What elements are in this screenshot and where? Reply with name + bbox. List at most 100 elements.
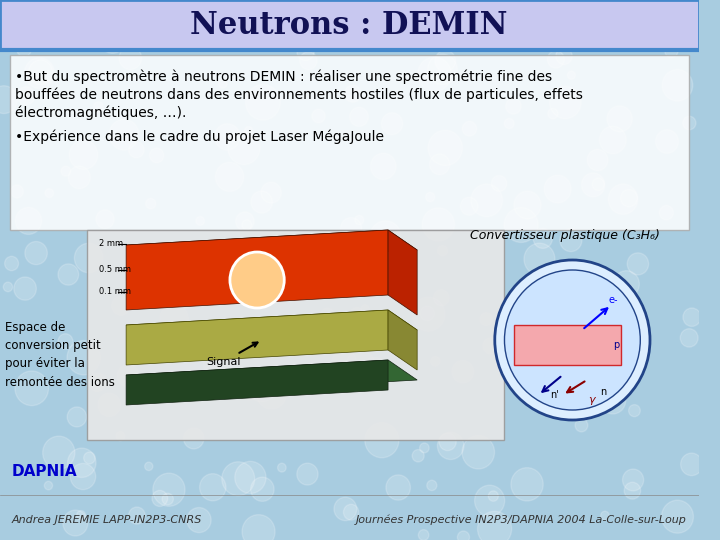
Circle shape (687, 0, 710, 14)
Circle shape (237, 0, 271, 33)
Circle shape (556, 48, 572, 65)
Circle shape (222, 462, 255, 496)
Circle shape (483, 338, 498, 354)
Circle shape (376, 21, 402, 48)
Circle shape (495, 260, 650, 420)
Circle shape (350, 107, 369, 126)
Circle shape (334, 497, 356, 521)
Circle shape (335, 1, 349, 15)
Circle shape (4, 256, 19, 271)
Circle shape (474, 485, 505, 516)
Circle shape (547, 51, 564, 68)
Circle shape (413, 37, 423, 48)
Circle shape (567, 71, 575, 79)
Circle shape (203, 248, 235, 282)
Circle shape (68, 166, 90, 188)
Circle shape (592, 178, 604, 191)
Circle shape (117, 364, 139, 387)
Circle shape (153, 473, 185, 507)
Circle shape (665, 44, 678, 58)
Text: n': n' (551, 390, 559, 400)
Circle shape (582, 173, 605, 197)
Circle shape (660, 205, 673, 220)
Circle shape (251, 191, 272, 213)
Text: n: n (600, 387, 606, 397)
Circle shape (235, 461, 266, 494)
Circle shape (359, 357, 390, 388)
Circle shape (412, 297, 445, 331)
Circle shape (480, 313, 492, 326)
Circle shape (621, 190, 637, 207)
Circle shape (11, 185, 23, 198)
Circle shape (61, 166, 71, 176)
Circle shape (438, 245, 448, 256)
Circle shape (372, 22, 390, 41)
Circle shape (242, 515, 275, 540)
Circle shape (242, 220, 252, 230)
Text: γ: γ (588, 395, 595, 405)
Circle shape (457, 531, 469, 540)
Circle shape (382, 113, 402, 134)
Circle shape (386, 475, 410, 500)
Circle shape (418, 57, 451, 92)
Circle shape (505, 98, 521, 114)
Circle shape (145, 198, 156, 209)
Text: Neutrons : DEMIN: Neutrons : DEMIN (191, 10, 508, 40)
Polygon shape (388, 230, 417, 315)
Circle shape (162, 493, 174, 505)
Text: •But du spectromètre à neutrons DEMIN : réaliser une spectrométrie fine des: •But du spectromètre à neutrons DEMIN : … (14, 70, 552, 84)
Circle shape (246, 369, 277, 402)
Circle shape (471, 184, 503, 217)
Circle shape (45, 481, 53, 490)
Circle shape (278, 463, 286, 472)
Circle shape (84, 452, 95, 464)
Circle shape (230, 252, 284, 308)
Text: 0.5 mm: 0.5 mm (99, 266, 131, 274)
Circle shape (264, 28, 276, 40)
Text: •Expérience dans le cadre du projet Laser MégaJoule: •Expérience dans le cadre du projet Lase… (14, 130, 384, 145)
Circle shape (588, 150, 608, 171)
Circle shape (184, 298, 194, 308)
Circle shape (600, 511, 609, 520)
Circle shape (426, 192, 435, 201)
Text: Espace de
conversion petit
pour éviter la
remontée des ions: Espace de conversion petit pour éviter l… (5, 321, 114, 388)
Circle shape (212, 246, 239, 274)
Circle shape (58, 264, 78, 285)
Polygon shape (126, 360, 388, 405)
Circle shape (600, 126, 626, 154)
Circle shape (412, 450, 424, 462)
Circle shape (238, 377, 261, 400)
FancyBboxPatch shape (9, 55, 689, 230)
Circle shape (350, 307, 364, 322)
Circle shape (246, 84, 280, 120)
Circle shape (656, 130, 678, 153)
Circle shape (215, 124, 240, 150)
Circle shape (623, 469, 644, 491)
Circle shape (4, 282, 12, 292)
Circle shape (371, 153, 396, 179)
Circle shape (204, 350, 231, 379)
Circle shape (345, 85, 361, 102)
Circle shape (397, 20, 421, 44)
Circle shape (17, 42, 32, 57)
Circle shape (641, 8, 673, 42)
Circle shape (667, 0, 694, 21)
Circle shape (289, 370, 314, 395)
Circle shape (624, 482, 641, 499)
Circle shape (369, 221, 401, 253)
Circle shape (522, 14, 552, 46)
Polygon shape (388, 310, 417, 370)
Circle shape (215, 163, 243, 191)
Circle shape (577, 360, 590, 373)
Circle shape (492, 176, 507, 191)
Circle shape (58, 334, 73, 349)
Circle shape (585, 294, 613, 323)
Text: Journées Prospective IN2P3/DAPNIA 2004 La-Colle-sur-Loup: Journées Prospective IN2P3/DAPNIA 2004 L… (356, 515, 687, 525)
Circle shape (119, 46, 142, 70)
Circle shape (297, 463, 318, 485)
Circle shape (526, 16, 557, 49)
Circle shape (15, 207, 42, 234)
Circle shape (613, 271, 639, 298)
Circle shape (504, 118, 514, 129)
Circle shape (355, 215, 364, 225)
